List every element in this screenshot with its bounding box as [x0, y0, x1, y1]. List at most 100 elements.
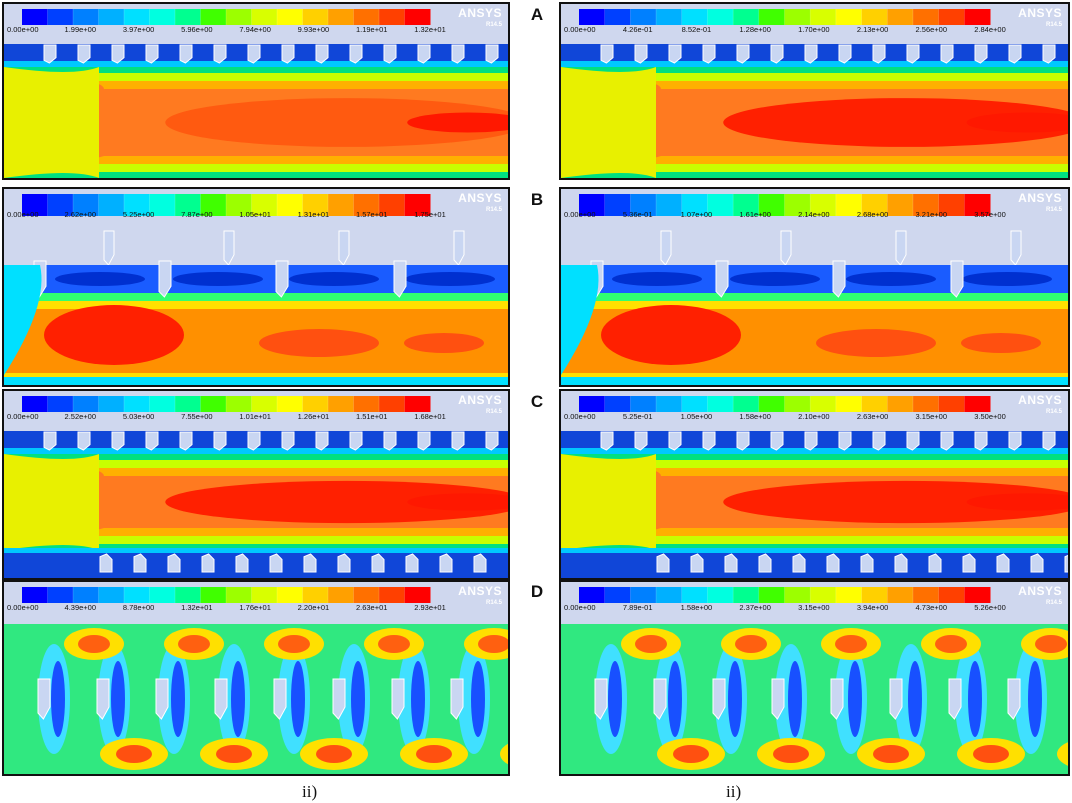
baffle: [332, 678, 346, 720]
contour-panel-a-right: 0.00e+00 4.26e-01 8.52e-01 1.28e+00 1.70e+00…: [559, 2, 1070, 180]
vortex-bottom-core: [316, 745, 352, 763]
ansys-version: R14.5: [1045, 409, 1062, 415]
ansys-version: R14.5: [485, 600, 502, 606]
color-scale-swatch: [328, 194, 354, 216]
color-scale-swatch: [98, 194, 125, 216]
vortex-bottom: [500, 743, 508, 765]
baffle: [96, 678, 110, 720]
color-scale-swatch: [604, 194, 631, 216]
color-scale-swatch: [835, 194, 863, 216]
color-scale-tick-label: 4.73e+00: [915, 603, 948, 612]
baffle: [826, 553, 840, 573]
baffle: [281, 44, 295, 64]
hot-core-tip: [966, 493, 1068, 511]
wake-core: [231, 661, 245, 737]
color-scale-swatch: [124, 9, 150, 25]
color-scale-swatch: [681, 9, 708, 25]
color-scale-tick-labels: 0.00e+00 2.62e+00 5.25e+00 7.87e+00 1.05e+01…: [4, 210, 508, 222]
vortex-bottom-core: [116, 745, 152, 763]
hot-core-tip: [407, 493, 508, 511]
color-scale-swatch: [302, 396, 329, 412]
color-scale-swatch: [681, 194, 708, 216]
color-scale-swatch: [630, 396, 657, 412]
color-scale-swatch: [964, 194, 991, 216]
baffle: [702, 44, 716, 64]
color-scale-tick-label: 7.89e-01: [622, 603, 653, 612]
baffle: [895, 230, 907, 266]
vortex-top-core: [478, 635, 508, 653]
color-scale-tick-label: 1.07e+00: [680, 210, 713, 219]
ansys-logo: ANSYS R14.5: [458, 394, 502, 418]
baffle: [383, 44, 397, 64]
baffle: [247, 44, 261, 64]
vortex-bottom-core: [973, 745, 1009, 763]
baffle: [1008, 44, 1022, 64]
color-scale-swatch: [98, 587, 125, 603]
wake-core: [608, 661, 622, 737]
wake-core: [291, 661, 305, 737]
color-scale-swatch: [810, 9, 837, 25]
vortex-top-core: [178, 635, 210, 653]
inlet-region: [4, 67, 99, 178]
baffle: [1042, 431, 1056, 451]
color-scale-tick-label: 4.26e-01: [622, 25, 653, 34]
baffle: [1030, 553, 1044, 573]
hot-core: [165, 98, 508, 147]
flow-field: [561, 44, 1068, 178]
shear-layer: [4, 548, 508, 553]
row-label-d: D: [530, 582, 544, 601]
baffle: [338, 230, 350, 266]
color-scale-tick-label: 2.14e+00: [798, 210, 830, 219]
baffle: [275, 260, 289, 298]
vortex-core: [289, 272, 379, 286]
color-scale-swatch: [579, 587, 606, 603]
baffle: [736, 431, 750, 451]
color-scale-swatch: [175, 194, 201, 216]
ansys-version: R14.5: [485, 409, 502, 415]
baffle: [439, 553, 453, 573]
baffle: [133, 553, 147, 573]
ansys-logo: ANSYS R14.5: [458, 585, 502, 609]
color-scale-bar: [4, 189, 508, 227]
ansys-brand: ANSYS: [458, 191, 502, 205]
color-scale-tick-labels: 0.00e+00 4.26e-01 8.52e-01 1.28e+00 1.70e+00…: [561, 25, 1068, 37]
color-scale-swatch: [656, 396, 683, 412]
contour-panel-c-right: 0.00e+00 5.25e-01 1.05e+00 1.58e+00 2.10e+00…: [559, 389, 1070, 580]
baffle: [77, 44, 91, 64]
color-scale-tick-label: 2.10e+00: [798, 412, 830, 421]
wall-band: [4, 377, 508, 385]
color-scale-tick-labels: 0.00e+00 1.99e+00 3.97e+00 5.96e+00 7.94e+00…: [4, 25, 508, 37]
baffle: [223, 230, 235, 266]
color-scale-tick-label: 2.37e+00: [739, 603, 771, 612]
vortex-core: [405, 272, 495, 286]
baffle: [451, 44, 465, 64]
baffle: [213, 44, 227, 64]
inlet-region: [4, 454, 99, 550]
inlet-jet: [4, 265, 42, 375]
shear-layer: [561, 61, 1068, 67]
color-scale-bar: [561, 391, 1068, 429]
baffle: [43, 431, 57, 451]
color-scale-swatch: [353, 396, 380, 412]
baffle: [417, 44, 431, 64]
color-scale-swatch: [73, 396, 99, 412]
color-scale-swatch: [200, 194, 227, 216]
baffle: [167, 553, 181, 573]
wake-core: [171, 661, 185, 737]
baffle: [37, 678, 51, 720]
baffle: [214, 678, 228, 720]
color-scale-swatch: [579, 9, 606, 25]
vortex-bottom-core: [673, 745, 709, 763]
baffle: [770, 44, 784, 64]
ansys-brand: ANSYS: [458, 584, 502, 598]
baffle: [337, 553, 351, 573]
contour-plot: [4, 391, 508, 578]
hot-core: [165, 480, 508, 524]
color-scale-swatch: [835, 396, 863, 412]
baffle: [303, 553, 317, 573]
hot-core: [723, 98, 1068, 147]
color-scale-swatch: [861, 194, 888, 216]
baffle: [594, 678, 608, 720]
color-scale-swatch: [149, 587, 176, 603]
color-scale-swatch: [579, 396, 606, 412]
